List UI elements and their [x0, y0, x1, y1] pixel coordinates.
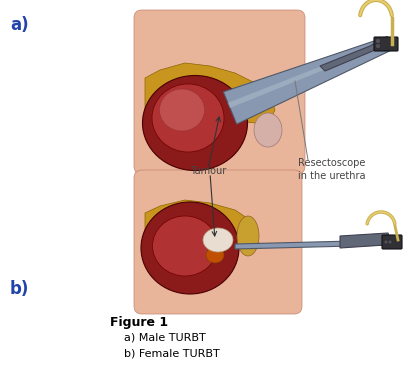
Circle shape: [375, 38, 381, 43]
Ellipse shape: [245, 95, 265, 111]
Text: b) Female TURBT: b) Female TURBT: [124, 348, 220, 358]
Polygon shape: [223, 36, 393, 124]
Ellipse shape: [143, 76, 248, 170]
Ellipse shape: [233, 83, 271, 113]
Polygon shape: [235, 240, 392, 249]
FancyBboxPatch shape: [374, 37, 398, 51]
Ellipse shape: [160, 89, 204, 131]
Text: a): a): [10, 16, 29, 34]
Ellipse shape: [254, 113, 282, 147]
Polygon shape: [228, 40, 390, 108]
Text: b): b): [10, 280, 29, 298]
Ellipse shape: [152, 84, 224, 152]
FancyBboxPatch shape: [134, 10, 305, 174]
FancyBboxPatch shape: [134, 170, 302, 314]
Circle shape: [384, 240, 388, 244]
Circle shape: [375, 43, 381, 48]
Text: Figure 1: Figure 1: [110, 316, 168, 329]
Ellipse shape: [206, 247, 224, 263]
Ellipse shape: [237, 216, 259, 256]
Polygon shape: [145, 200, 255, 246]
Polygon shape: [320, 40, 385, 71]
Ellipse shape: [141, 202, 239, 294]
Ellipse shape: [152, 216, 217, 276]
Text: Tumour: Tumour: [190, 166, 226, 176]
Text: Resectoscope
in the urethra: Resectoscope in the urethra: [298, 158, 366, 181]
Circle shape: [388, 240, 392, 244]
Polygon shape: [145, 63, 275, 123]
Ellipse shape: [203, 228, 233, 252]
FancyBboxPatch shape: [382, 235, 402, 249]
Polygon shape: [340, 233, 390, 248]
Text: a) Male TURBT: a) Male TURBT: [124, 333, 206, 343]
